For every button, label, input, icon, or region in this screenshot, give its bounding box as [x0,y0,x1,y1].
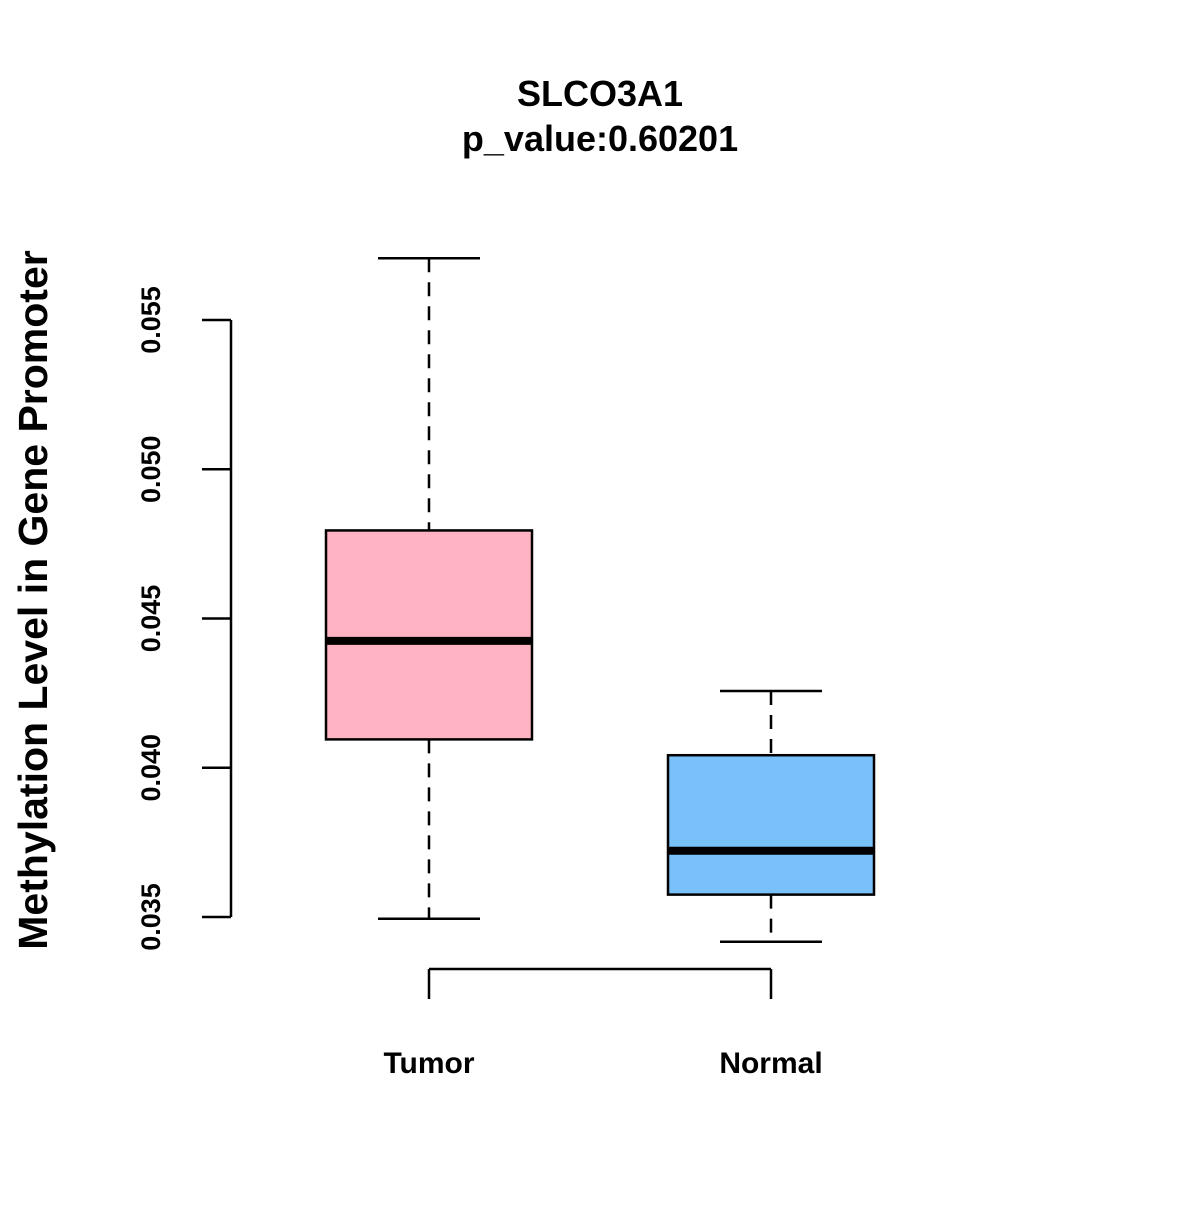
x-category-label: Tumor [383,1047,474,1080]
comparison-bracket [427,967,773,999]
y-axis-label: Methylation Level in Gene Promoter [10,250,56,949]
box-tumor [324,256,534,921]
y-axis: 0.035 0.040 0.045 0.050 0.055 [136,286,233,951]
y-tick-label: 0.050 [136,435,166,503]
chart-subtitle: p_value:0.60201 [462,118,738,159]
y-tick-label: 0.055 [136,286,166,354]
box-normal [666,689,876,944]
y-tick-label: 0.035 [136,883,166,951]
iqr-box [666,753,876,896]
chart-title: SLCO3A1 [517,73,683,114]
iqr-box [324,529,534,741]
x-category-label: Normal [719,1047,822,1080]
y-tick-label: 0.040 [136,734,166,802]
boxes-layer [324,256,876,944]
category-labels: Tumor Normal [383,1047,822,1080]
y-tick-label: 0.045 [136,585,166,653]
